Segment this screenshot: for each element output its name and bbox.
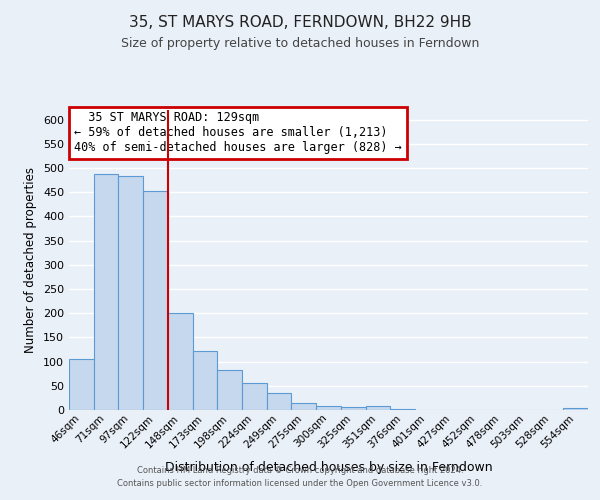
Text: Contains public sector information licensed under the Open Government Licence v3: Contains public sector information licen… bbox=[118, 478, 482, 488]
Bar bbox=[143, 191, 168, 410]
Bar bbox=[69, 359, 94, 410]
Text: 35 ST MARYS ROAD: 129sqm
← 59% of detached houses are smaller (1,213)
40% of sem: 35 ST MARYS ROAD: 129sqm ← 59% of detach… bbox=[74, 112, 402, 154]
Bar bbox=[242, 384, 267, 410]
Bar bbox=[193, 351, 217, 410]
Bar bbox=[168, 312, 193, 410]
Bar bbox=[217, 370, 242, 410]
Bar bbox=[365, 406, 390, 410]
Y-axis label: Number of detached properties: Number of detached properties bbox=[25, 167, 37, 353]
Bar bbox=[563, 408, 588, 410]
Text: Size of property relative to detached houses in Ferndown: Size of property relative to detached ho… bbox=[121, 38, 479, 51]
Bar bbox=[267, 392, 292, 410]
Bar bbox=[94, 174, 118, 410]
Text: Contains HM Land Registry data © Crown copyright and database right 2024.: Contains HM Land Registry data © Crown c… bbox=[137, 466, 463, 475]
Text: 35, ST MARYS ROAD, FERNDOWN, BH22 9HB: 35, ST MARYS ROAD, FERNDOWN, BH22 9HB bbox=[128, 15, 472, 30]
Bar bbox=[341, 407, 365, 410]
Bar bbox=[292, 402, 316, 410]
Bar bbox=[118, 176, 143, 410]
Bar bbox=[390, 408, 415, 410]
Bar bbox=[316, 406, 341, 410]
X-axis label: Distribution of detached houses by size in Ferndown: Distribution of detached houses by size … bbox=[164, 460, 493, 473]
